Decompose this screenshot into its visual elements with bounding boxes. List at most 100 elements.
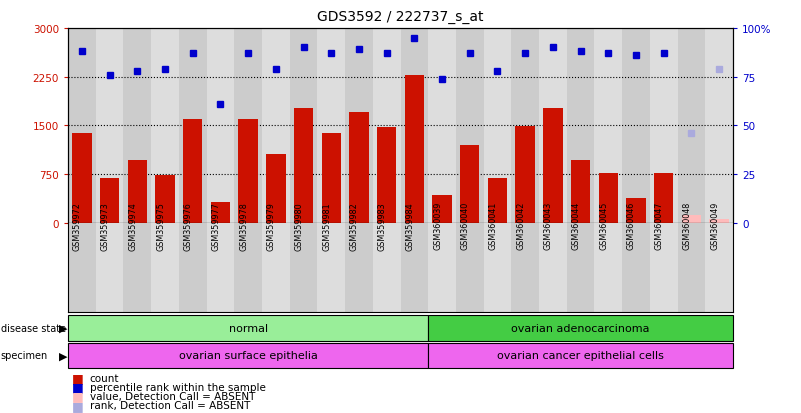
Bar [211, 203, 230, 223]
Text: GSM360043: GSM360043 [544, 202, 553, 250]
Bar [96, 223, 123, 312]
Bar [405, 76, 424, 223]
Text: GSM359984: GSM359984 [405, 202, 414, 250]
Text: GSM360045: GSM360045 [599, 202, 608, 250]
Bar [345, 29, 372, 223]
Bar [567, 29, 594, 223]
Bar [372, 29, 400, 223]
Bar [68, 343, 429, 368]
Bar [68, 223, 96, 312]
Text: GSM359976: GSM359976 [183, 202, 193, 250]
Bar [705, 29, 733, 223]
Bar [96, 29, 123, 223]
Text: GSM360046: GSM360046 [627, 202, 636, 250]
Bar [151, 223, 179, 312]
Bar [68, 29, 96, 223]
Text: GSM360040: GSM360040 [461, 202, 469, 250]
Bar [484, 29, 511, 223]
Bar [123, 29, 151, 223]
Bar [377, 128, 396, 223]
Bar [266, 155, 285, 223]
Bar [127, 161, 147, 223]
Bar [151, 29, 179, 223]
Text: GSM359978: GSM359978 [239, 202, 248, 250]
Bar [345, 223, 372, 312]
Bar [626, 198, 646, 223]
Bar [349, 113, 368, 223]
Bar [294, 109, 313, 223]
Bar [488, 179, 507, 223]
Bar [456, 223, 484, 312]
Text: ▶: ▶ [59, 323, 68, 333]
Bar [321, 134, 341, 223]
Bar [678, 223, 705, 312]
Text: GSM359979: GSM359979 [267, 201, 276, 250]
Text: ■: ■ [72, 389, 84, 403]
Bar [235, 29, 262, 223]
Text: ovarian cancer epithelial cells: ovarian cancer epithelial cells [497, 351, 664, 361]
Text: ovarian adenocarcinoma: ovarian adenocarcinoma [511, 323, 650, 333]
Bar [567, 223, 594, 312]
Text: GSM360039: GSM360039 [433, 202, 442, 250]
Bar [511, 223, 539, 312]
Text: GSM359983: GSM359983 [377, 202, 387, 250]
Bar [179, 223, 207, 312]
Text: GSM359981: GSM359981 [322, 202, 332, 250]
Bar [429, 315, 733, 341]
Bar [650, 223, 678, 312]
Text: GSM359972: GSM359972 [73, 201, 82, 250]
Bar [262, 223, 290, 312]
Text: GSM360047: GSM360047 [654, 202, 664, 250]
Text: specimen: specimen [1, 351, 48, 361]
Bar [654, 173, 674, 223]
Bar [705, 223, 733, 312]
Bar [460, 145, 480, 223]
Bar [207, 29, 235, 223]
Text: ■: ■ [72, 371, 84, 385]
Bar [622, 223, 650, 312]
Text: GSM360044: GSM360044 [572, 202, 581, 250]
Bar [290, 223, 317, 312]
Bar [456, 29, 484, 223]
Bar [68, 315, 429, 341]
Bar [100, 179, 119, 223]
Bar [682, 215, 701, 223]
Bar [678, 29, 705, 223]
Bar [262, 29, 290, 223]
Bar [155, 176, 175, 223]
Text: disease state: disease state [1, 323, 66, 333]
Text: value, Detection Call = ABSENT: value, Detection Call = ABSENT [90, 391, 255, 401]
Text: GSM359980: GSM359980 [295, 202, 304, 250]
Bar [710, 219, 729, 223]
Text: GSM359975: GSM359975 [156, 201, 165, 250]
Text: GSM359974: GSM359974 [128, 202, 137, 250]
Text: normal: normal [228, 323, 268, 333]
Bar [539, 223, 567, 312]
Bar [650, 29, 678, 223]
Text: GSM359982: GSM359982 [350, 202, 359, 250]
Bar [516, 127, 535, 223]
Bar [571, 161, 590, 223]
Bar [123, 223, 151, 312]
Bar [317, 223, 345, 312]
Bar [594, 223, 622, 312]
Bar [539, 29, 567, 223]
Text: ■: ■ [72, 380, 84, 394]
Text: percentile rank within the sample: percentile rank within the sample [90, 382, 266, 392]
Bar [183, 119, 203, 223]
Text: GSM359973: GSM359973 [101, 202, 110, 250]
Text: GSM359977: GSM359977 [211, 201, 220, 250]
Bar [317, 29, 345, 223]
Bar [511, 29, 539, 223]
Bar [484, 223, 511, 312]
Bar [290, 29, 317, 223]
Bar [622, 29, 650, 223]
Bar [594, 29, 622, 223]
Bar [543, 109, 562, 223]
Text: ovarian surface epithelia: ovarian surface epithelia [179, 351, 317, 361]
Text: GSM360041: GSM360041 [489, 202, 497, 250]
Text: rank, Detection Call = ABSENT: rank, Detection Call = ABSENT [90, 400, 250, 410]
Bar [429, 343, 733, 368]
Bar [235, 223, 262, 312]
Text: GDS3592 / 222737_s_at: GDS3592 / 222737_s_at [317, 10, 484, 24]
